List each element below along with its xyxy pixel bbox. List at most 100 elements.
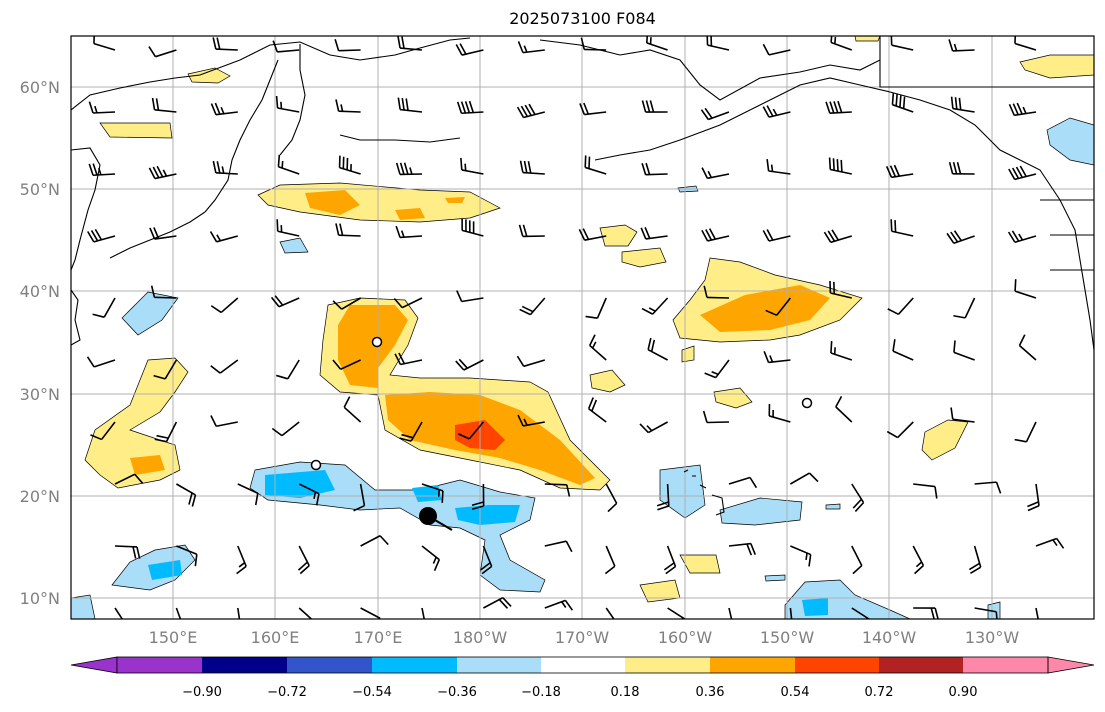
wind-barb xyxy=(640,227,668,240)
anomaly-positive-region xyxy=(187,67,231,84)
wind-barb xyxy=(974,607,998,619)
wind-barb xyxy=(332,297,362,310)
anomaly-positive-region xyxy=(84,357,189,489)
colorbar-tick-label: 0.36 xyxy=(696,685,725,700)
wind-barb xyxy=(148,46,177,58)
anomaly-negative-region xyxy=(659,464,706,519)
wind-barb xyxy=(1018,334,1037,361)
wind-barb xyxy=(210,297,239,314)
anomaly-positive-region xyxy=(639,579,681,603)
colorbar-segment xyxy=(625,657,710,673)
wind-barb xyxy=(851,545,863,575)
colorbar-segment xyxy=(372,657,457,673)
wind-barb xyxy=(271,421,300,437)
wind-barb xyxy=(87,228,116,243)
anomaly-negative-region xyxy=(455,505,520,525)
wind-barb xyxy=(1008,165,1037,181)
wind-barb xyxy=(605,483,618,513)
wind-barb xyxy=(762,229,791,242)
wind-barb xyxy=(544,540,573,553)
wind-barb xyxy=(455,43,484,56)
wind-barb xyxy=(461,218,484,237)
wind-barb xyxy=(297,545,310,575)
wind-barb xyxy=(360,607,381,619)
wind-barb xyxy=(519,160,545,175)
wind-barb xyxy=(209,231,239,243)
anomaly-positive-region xyxy=(599,224,638,247)
lon-tick-label: 150°E xyxy=(149,628,198,647)
wind-barb xyxy=(460,157,484,175)
wind-barb xyxy=(913,607,939,619)
wind-barb xyxy=(828,157,852,175)
lat-tick-label: 60°N xyxy=(20,78,60,97)
wind-barb xyxy=(275,95,300,113)
colorbar-segment xyxy=(710,657,795,673)
anomaly-positive-region xyxy=(700,285,830,332)
colorbar-segment xyxy=(117,657,202,673)
anomaly-negative-region xyxy=(1046,117,1094,166)
wind-barb xyxy=(1014,421,1037,443)
wind-barb xyxy=(210,359,239,374)
wind-barb xyxy=(728,607,733,619)
wind-barb xyxy=(641,100,668,113)
anomaly-positive-region xyxy=(854,36,881,42)
wind-barb xyxy=(176,483,197,507)
anomaly-negative-region xyxy=(412,485,442,502)
colorbar-tick-label: −0.36 xyxy=(437,685,477,700)
wind-barb xyxy=(394,352,423,366)
wind-barb xyxy=(544,599,574,611)
anomaly-positive-region xyxy=(305,190,360,215)
wind-barb xyxy=(913,483,938,499)
colorbar-segment xyxy=(879,657,963,673)
wind-barb xyxy=(641,162,668,176)
wind-barb xyxy=(823,229,853,244)
anomaly-negative-region xyxy=(71,594,96,619)
wind-barb xyxy=(728,542,756,556)
wind-barb xyxy=(298,607,313,619)
wind-barb xyxy=(578,228,607,241)
wind-barb xyxy=(835,395,853,423)
wind-barb xyxy=(587,397,607,423)
lat-tick-label: 50°N xyxy=(20,180,60,199)
anomaly-negative-region xyxy=(802,598,828,616)
wind-barb xyxy=(656,483,670,511)
wind-barb xyxy=(237,607,241,619)
wind-barb xyxy=(701,167,730,180)
wind-barb xyxy=(114,607,124,619)
lon-tick-label: 180°W xyxy=(453,628,508,647)
anomaly-positive-region xyxy=(713,387,753,409)
wind-barb xyxy=(458,421,485,440)
wind-barb xyxy=(154,421,178,443)
wind-barb xyxy=(298,483,320,506)
wind-barb xyxy=(663,545,677,575)
wind-barb xyxy=(334,38,361,52)
wind-barb xyxy=(516,355,546,368)
coastline-alaska xyxy=(539,36,1094,271)
colorbar-extend-low xyxy=(70,656,118,674)
anomaly-positive-region xyxy=(445,197,465,203)
colorbar-tick-label: −0.18 xyxy=(521,685,561,700)
wind-barb xyxy=(456,100,484,115)
lat-tick-label: 20°N xyxy=(20,487,60,506)
lon-tick-label: 170°E xyxy=(354,628,403,647)
center-marker-ring xyxy=(801,397,813,409)
anomaly-positive-region xyxy=(338,305,408,388)
wind-barb xyxy=(974,481,1002,494)
wind-barb xyxy=(946,230,975,245)
wind-barb xyxy=(86,356,116,368)
wind-barb xyxy=(212,160,238,175)
wind-barb xyxy=(335,223,361,237)
wind-barb xyxy=(890,36,914,51)
wind-barb xyxy=(885,164,914,179)
wind-barb xyxy=(1027,483,1040,512)
wind-barb xyxy=(153,359,178,380)
wind-barb xyxy=(701,228,730,242)
wind-barb xyxy=(953,340,975,361)
wind-barb xyxy=(397,36,423,51)
wind-barb xyxy=(212,37,238,51)
wind-barb xyxy=(114,473,144,485)
colorbar-extend-high xyxy=(1047,656,1095,674)
colorbar-tick-label: −0.72 xyxy=(267,685,307,700)
wind-barb xyxy=(829,280,852,299)
